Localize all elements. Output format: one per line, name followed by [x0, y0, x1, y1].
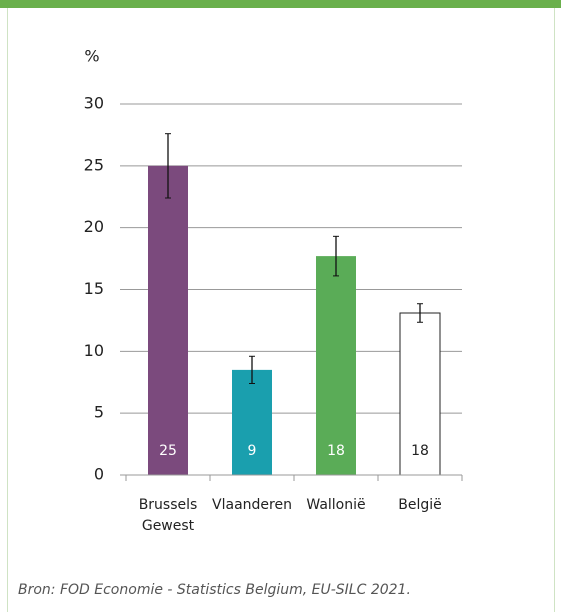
- y-tick-label: 5: [94, 403, 104, 422]
- x-tick-label: Vlaanderen: [212, 497, 292, 513]
- y-tick-label: 0: [94, 465, 104, 484]
- top-band: [0, 0, 561, 8]
- bar: [148, 165, 188, 476]
- x-tick-label: Wallonië: [306, 497, 366, 513]
- value-label: 9: [248, 443, 257, 459]
- source: Bron: FOD Economie - Statistics Belgium,…: [18, 582, 411, 598]
- x-tick-label: België: [398, 497, 442, 513]
- y-tick-label: 10: [84, 341, 104, 360]
- value-label: 18: [411, 443, 429, 459]
- value-label: 25: [159, 443, 177, 459]
- y-tick-label: 20: [84, 217, 104, 236]
- y-tick-label: 25: [84, 155, 104, 174]
- y-tick-label: 15: [84, 279, 104, 298]
- x-tick-label: Brussels Gewest: [138, 497, 198, 534]
- bar: [232, 369, 272, 475]
- y-unit: %: [84, 47, 99, 66]
- value-label: 18: [327, 443, 345, 459]
- bar: [316, 256, 356, 475]
- y-tick-label: 30: [84, 94, 104, 113]
